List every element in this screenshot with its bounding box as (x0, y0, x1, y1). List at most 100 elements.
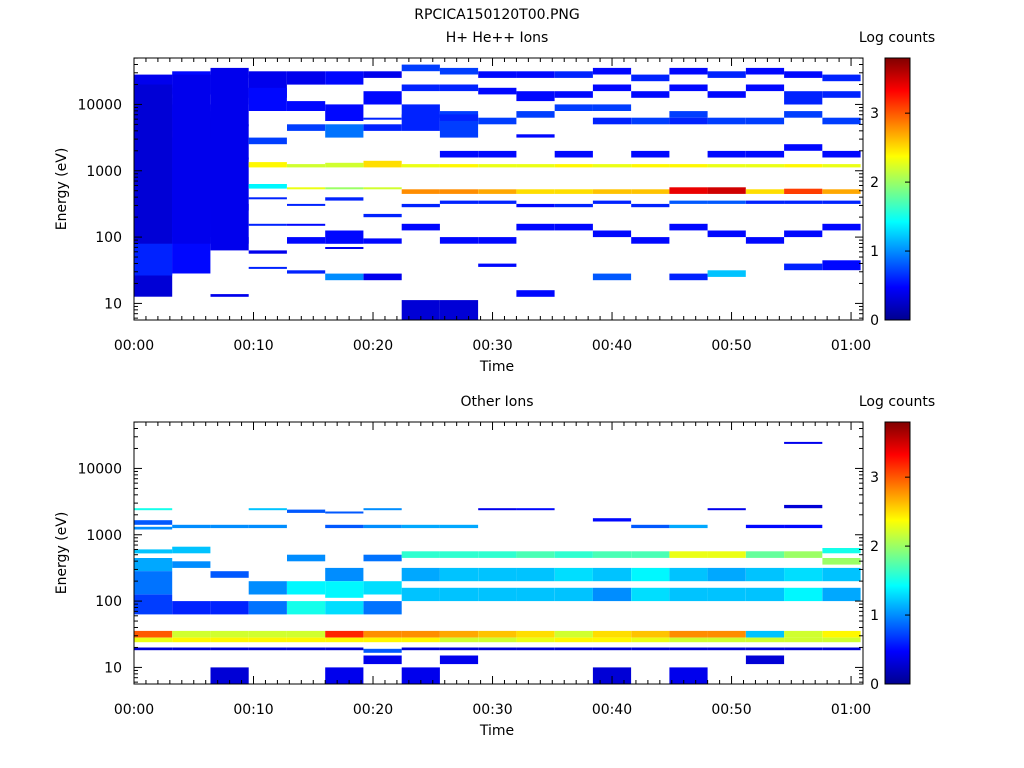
heatmap-cell (439, 200, 479, 204)
heatmap-cell (325, 71, 364, 85)
x-tick-label: 00:50 (711, 338, 751, 354)
heatmap-cell (363, 655, 402, 665)
heatmap-cell (363, 187, 402, 190)
heatmap-cell (784, 164, 823, 168)
heatmap-cell (592, 200, 632, 204)
heatmap-cell (325, 187, 364, 190)
heatmap-cell (363, 71, 402, 78)
heatmap-cell (745, 637, 785, 643)
heatmap-cells (134, 64, 861, 320)
heatmap-cell (669, 551, 708, 558)
heatmap-cell (325, 647, 364, 651)
heatmap-cell (669, 67, 708, 75)
heatmap-cell (478, 263, 517, 267)
plot-frame (133, 421, 864, 685)
heatmap-cell (134, 84, 173, 244)
heatmap-cell (478, 637, 517, 643)
heatmap-cell (172, 637, 211, 643)
heatmap-cell (134, 526, 173, 530)
heatmap-cell (516, 71, 555, 78)
heatmap-cell (172, 647, 211, 651)
colorbar-gradient (884, 421, 911, 685)
heatmap-cell (745, 237, 785, 244)
heatmap-cell (745, 67, 785, 75)
x-tick-label: 00:40 (592, 338, 632, 354)
heatmap-cell (784, 91, 823, 105)
x-tick-label: 01:00 (831, 702, 871, 718)
heatmap-cell (516, 91, 555, 102)
heatmap-cell (248, 250, 287, 254)
heatmap-cell (784, 144, 823, 151)
y-tick-label: 10 (104, 660, 122, 676)
heatmap-cell (478, 508, 517, 511)
heatmap-cell (745, 189, 785, 194)
heatmap-cell (592, 518, 632, 522)
heatmap-cell (707, 647, 746, 651)
heatmap-cell (325, 524, 364, 529)
heatmap-cell (669, 524, 708, 529)
colorbar-label: Log counts (859, 30, 935, 46)
heatmap-cell (516, 587, 555, 602)
y-tick-label: 10000 (77, 97, 122, 113)
heatmap-cell (363, 117, 402, 120)
heatmap-cell (287, 164, 326, 168)
heatmap-cell (439, 647, 479, 651)
heatmap-cell (784, 567, 823, 582)
heatmap-cell (784, 524, 823, 529)
heatmap-cell (478, 150, 517, 158)
heatmap-cell (784, 441, 823, 444)
colorbar-tick-label: 1 (870, 608, 879, 624)
heatmap-cell (592, 164, 632, 168)
heatmap-cell (439, 150, 479, 158)
heatmap-cell (363, 124, 402, 131)
heatmap-cell (631, 117, 670, 125)
heatmap-cell (134, 594, 173, 615)
colorbar-tick-label: 1 (870, 244, 879, 260)
heatmap-cell (134, 571, 173, 595)
x-axis-label: Time (479, 359, 514, 375)
heatmap-cell (363, 508, 402, 511)
x-tick-label: 00:40 (592, 702, 632, 718)
heatmap-cell (707, 91, 746, 98)
heatmap-cell (401, 667, 440, 684)
heatmap-cell (822, 637, 861, 643)
heatmap-cell (631, 91, 670, 98)
heatmap-cell (248, 647, 287, 651)
heatmap-cell (592, 84, 632, 92)
heatmap-cell (210, 67, 249, 78)
heatmap-cell (554, 71, 593, 78)
heatmap-cell (516, 647, 555, 651)
heatmap-cell (516, 134, 555, 138)
x-tick-label: 00:30 (472, 702, 512, 718)
heatmap-cell (134, 549, 173, 554)
heatmap-cell (439, 237, 479, 244)
panel-title: H+ He++ Ions (446, 30, 549, 46)
heatmap-cell (363, 213, 402, 218)
y-tick-label: 10000 (77, 461, 122, 477)
heatmap-cell (707, 587, 746, 602)
heatmap-cell (401, 114, 440, 118)
heatmap-cell (439, 567, 479, 582)
heatmap-cell (363, 238, 402, 244)
heatmap-cell (210, 74, 249, 251)
heatmap-cell (516, 637, 555, 643)
heatmap-cell (363, 601, 402, 615)
heatmap-cell (363, 637, 402, 643)
heatmap-cell (478, 567, 517, 582)
heatmap-cell (439, 637, 479, 643)
heatmap-cell (248, 630, 287, 638)
axes: 00:00 00:10 00:20 00:30 00:40 00:50 01:00 10 100… (77, 421, 871, 718)
heatmap-cell (784, 630, 823, 638)
heatmap-cell (669, 647, 708, 651)
x-tick-label: 00:50 (711, 702, 751, 718)
heatmap-cell (822, 150, 861, 158)
heatmap-cell (631, 637, 670, 643)
heatmap-cell (707, 270, 746, 277)
heatmap-cell (401, 203, 440, 208)
heatmap-cell (669, 111, 708, 118)
heatmap-cell (516, 111, 555, 118)
heatmap-cell (784, 188, 823, 194)
heatmap-cell (287, 71, 326, 85)
colorbar-tick-label: 2 (870, 175, 879, 191)
